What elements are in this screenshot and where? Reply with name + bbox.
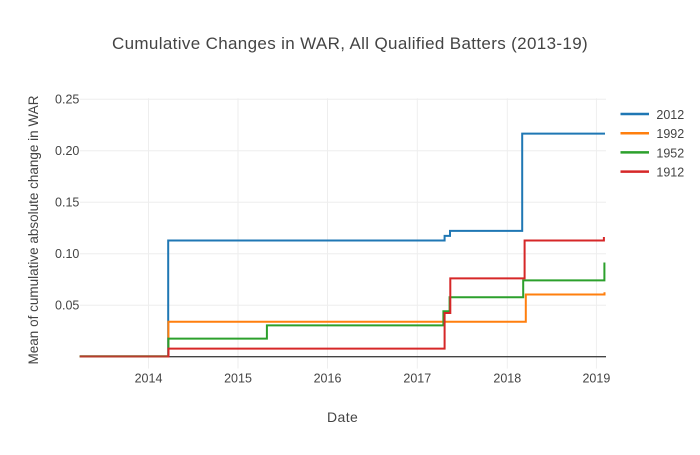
svg-text:2016: 2016 [314,372,342,386]
svg-text:0.25: 0.25 [55,93,79,107]
svg-text:2017: 2017 [403,372,431,386]
svg-text:Mean of cumulative absolute ch: Mean of cumulative absolute change in WA… [26,95,41,364]
svg-text:2015: 2015 [224,372,252,386]
svg-text:0.10: 0.10 [55,247,79,261]
svg-text:1992: 1992 [656,127,684,141]
svg-text:Cumulative Changes in WAR, All: Cumulative Changes in WAR, All Qualified… [112,34,588,53]
svg-text:1952: 1952 [656,146,684,160]
svg-text:1912: 1912 [656,166,684,180]
svg-text:2019: 2019 [582,372,610,386]
svg-text:2012: 2012 [656,108,684,122]
svg-text:0.15: 0.15 [55,196,79,210]
svg-text:0.05: 0.05 [55,299,79,313]
svg-text:2014: 2014 [135,372,163,386]
svg-text:2018: 2018 [493,372,521,386]
svg-text:Date: Date [327,409,358,425]
svg-text:0.20: 0.20 [55,144,79,158]
